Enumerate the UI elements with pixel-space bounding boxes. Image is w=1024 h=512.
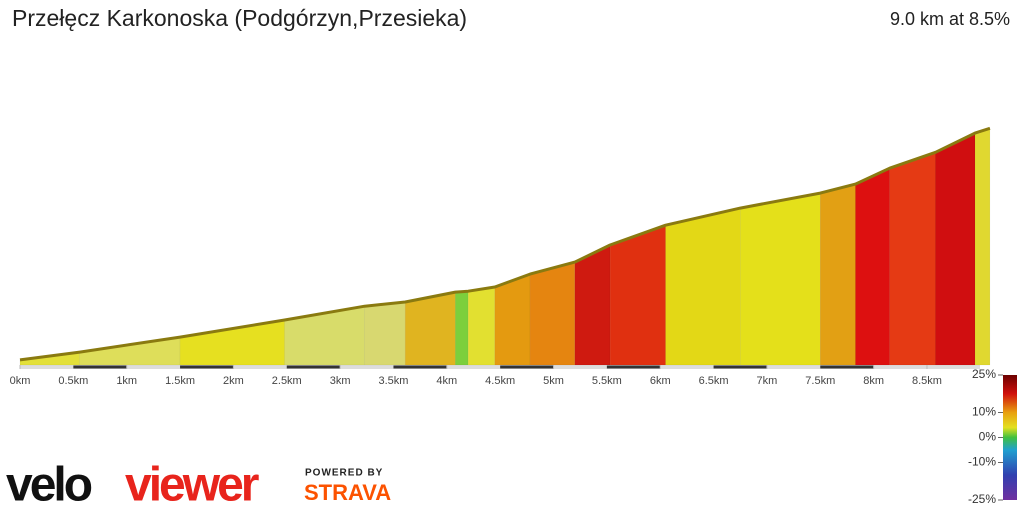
x-tick-label: 4km xyxy=(436,375,457,387)
baseline xyxy=(20,365,980,369)
profile-segment xyxy=(889,151,936,366)
profile-segment xyxy=(739,192,821,366)
colorbar-tick-label: 10% xyxy=(972,405,996,419)
colorbar-tick-label: 25% xyxy=(972,367,996,381)
x-tick-label: 4.5km xyxy=(485,375,515,387)
profile-segment xyxy=(609,224,666,366)
x-tick-label: 0.5km xyxy=(58,375,88,387)
x-tick-label: 7.5km xyxy=(805,375,835,387)
profile-segment xyxy=(364,301,406,366)
profile-segment xyxy=(455,290,469,366)
x-tick-label: 8.5km xyxy=(912,375,942,387)
colorbar xyxy=(1003,375,1017,500)
profile-segment xyxy=(974,127,991,366)
x-tick-label: 1.5km xyxy=(165,375,195,387)
profile-segment xyxy=(179,319,285,366)
x-tick-label: 2km xyxy=(223,375,244,387)
x-tick-label: 5.5km xyxy=(592,375,622,387)
profile-segment xyxy=(284,305,365,366)
powered-by: POWERED BY xyxy=(305,468,383,479)
strava-logo: STRAVA xyxy=(304,480,391,505)
x-tick-label: 1km xyxy=(116,375,137,387)
chart-title: Przełęcz Karkonoska (Podgórzyn,Przesieka… xyxy=(12,5,467,31)
profile-top xyxy=(19,126,991,362)
x-tick-label: 3km xyxy=(330,375,351,387)
profile-segment xyxy=(935,132,976,366)
profile-segment xyxy=(404,291,456,366)
profile-segment xyxy=(855,167,890,366)
x-tick-label: 7km xyxy=(757,375,778,387)
x-tick-label: 0km xyxy=(10,375,31,387)
colorbar-tick-label: -25% xyxy=(968,492,996,506)
profile-segment xyxy=(529,261,576,366)
x-tick-label: 3.5km xyxy=(378,375,408,387)
colorbar-tick-label: 0% xyxy=(979,430,997,444)
profile-segment xyxy=(820,183,856,366)
profile-segment xyxy=(467,286,496,366)
logo-velo: velo xyxy=(6,459,92,512)
x-tick-label: 6.5km xyxy=(699,375,729,387)
chart-subtitle: 9.0 km at 8.5% xyxy=(890,9,1010,29)
profile-segment xyxy=(665,207,741,366)
profile-segment xyxy=(574,244,611,366)
x-tick-label: 5km xyxy=(543,375,564,387)
x-tick-label: 6km xyxy=(650,375,671,387)
x-tick-label: 2.5km xyxy=(272,375,302,387)
colorbar-tick-label: -10% xyxy=(968,455,996,469)
logo-viewer: viewer xyxy=(125,459,259,512)
profile-segment xyxy=(494,273,531,366)
x-tick-label: 8km xyxy=(863,375,884,387)
